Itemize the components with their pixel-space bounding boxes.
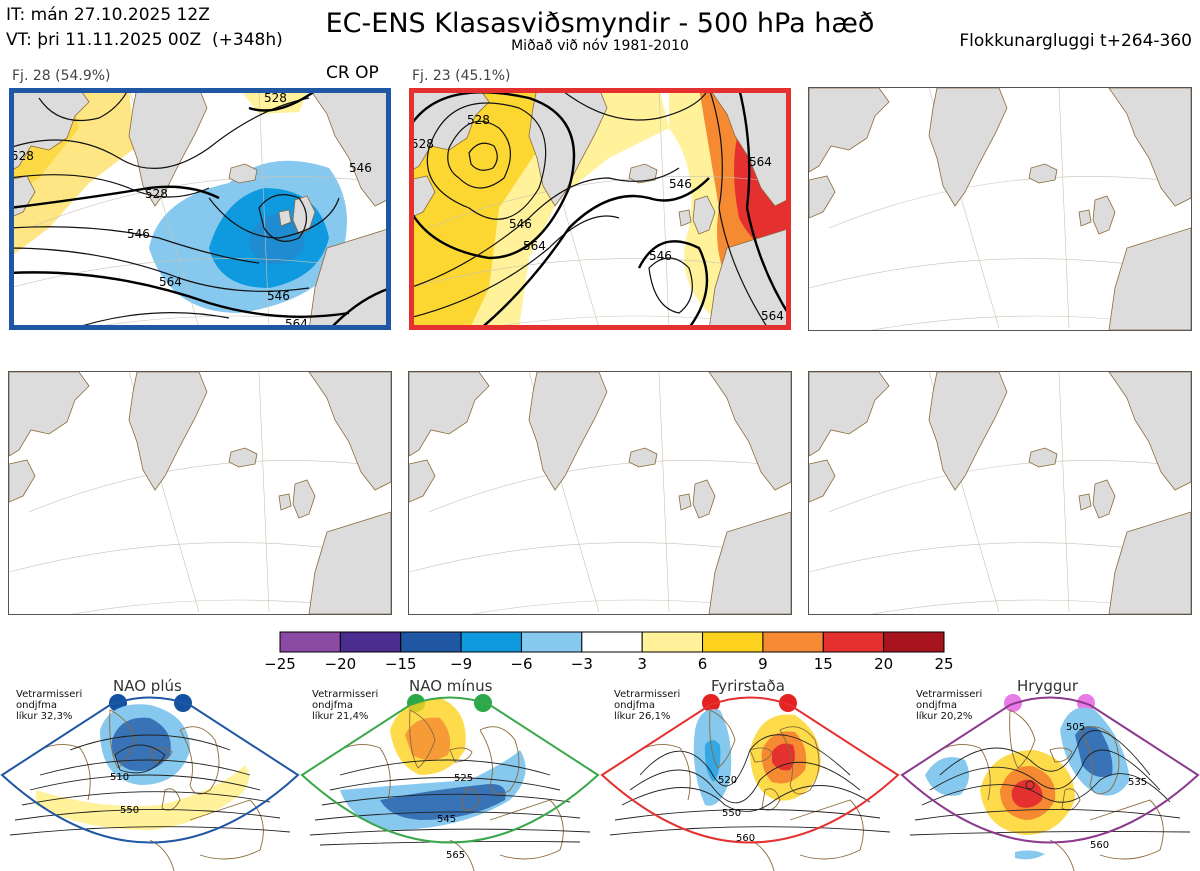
colorbar-segment (339, 631, 402, 653)
cluster-map-1-plot: 528 528 546 546 564 564 546 528 (9, 88, 391, 330)
regime-2-title: NAO mínus (409, 677, 493, 695)
contour-label: 546 (649, 249, 672, 263)
contour-label: 528 (411, 137, 434, 151)
regime-4-title: Hryggur (1017, 677, 1079, 695)
contour-label: 528 (11, 149, 34, 163)
cluster-map-5[interactable] (408, 371, 792, 615)
regime-border (0, 696, 300, 844)
regime-2-note: Vetrarmisseri ondjfma líkur 21,4% (312, 689, 379, 722)
contour-label: 564 (159, 275, 182, 289)
regime-map-1[interactable]: 510 550 (0, 690, 300, 871)
regime-1-note: Vetrarmisseri ondjfma líkur 32,3% (16, 689, 83, 722)
colorbar-tick-label: −3 (570, 655, 593, 673)
contour-label: 564 (749, 155, 772, 169)
colorbar-segment (279, 631, 341, 653)
colorbar-tick-label: −15 (384, 655, 417, 673)
window-label: Flokkunargluggi t+264-360 (959, 31, 1192, 51)
contour-label: 525 (454, 773, 473, 784)
colorbar-tick-label: 9 (758, 655, 768, 673)
colorbar-segment (641, 631, 704, 653)
colorbar-segment (883, 631, 945, 653)
contour-label: 528 (264, 91, 287, 105)
colorbar-segment (762, 631, 824, 653)
colorbar-tick-label: 25 (934, 655, 954, 673)
cluster-border (9, 88, 391, 330)
regime-border (900, 696, 1200, 844)
colorbar-tick-label: −6 (510, 655, 533, 673)
page-subtitle: Miðað við nóv 1981-2010 (511, 38, 689, 54)
colorbar (279, 631, 945, 653)
colorbar-segment (822, 631, 885, 653)
contour-label: 564 (761, 309, 784, 323)
colorbar-segment (400, 631, 462, 653)
cluster-map-6[interactable] (808, 371, 1192, 615)
contour-label: 528 (145, 187, 168, 201)
contour-label: 510 (110, 772, 129, 783)
contour-label: 546 (509, 217, 532, 231)
contour-label: 546 (127, 227, 150, 241)
contour-label: 550 (722, 808, 741, 819)
regime-3-title: Fyrirstaða (711, 677, 785, 695)
cluster-map-3-plot (809, 88, 1191, 330)
contour-label: 535 (1128, 777, 1147, 788)
valid-time: VT: þri 11.11.2025 00Z (+348h) (6, 30, 283, 50)
regime-3-note: Vetrarmisseri ondjfma líkur 26,1% (614, 689, 681, 722)
positive-anomaly-region-north (239, 88, 309, 114)
init-time: IT: mán 27.10.2025 12Z (6, 5, 210, 25)
contour-label: 564 (523, 239, 546, 253)
page-title: EC-ENS Klasasviðsmyndir - 500 hPa hæð (325, 8, 875, 39)
colorbar-segment (460, 631, 522, 653)
contour-label: 546 (349, 161, 372, 175)
colorbar-segment (520, 631, 583, 653)
cluster-border (409, 88, 791, 330)
panel-1-label: Fj. 28 (54.9%) (12, 68, 111, 84)
regime-1-title: NAO plús (113, 677, 182, 695)
cluster-map-6-plot (809, 372, 1191, 614)
colorbar-tick-label: 6 (697, 655, 708, 673)
cluster-map-3[interactable] (808, 87, 1192, 331)
cluster-map-5-plot (409, 372, 791, 614)
colorbar-tick-label: −20 (324, 655, 357, 673)
contour-label: 546 (669, 177, 692, 191)
contour-label: 546 (267, 289, 290, 303)
contour-label: 520 (718, 775, 737, 786)
regime-map-4[interactable]: 505 535 560 (900, 690, 1200, 871)
colorbar-tick-label: 20 (874, 655, 894, 673)
cluster-map-2-plot: 528 528 546 564 546 546 564 564 (409, 88, 791, 330)
regime-4-note: Vetrarmisseri ondjfma líkur 20,2% (916, 689, 983, 722)
contour-label: 528 (467, 113, 490, 127)
colorbar-segment (702, 631, 764, 653)
colorbar-tick-label: −25 (264, 655, 296, 673)
regime-border (600, 696, 900, 844)
regime-map-2[interactable]: 525 545 565 (300, 690, 600, 871)
cluster-map-1[interactable]: 528 528 546 546 564 564 546 528 (9, 88, 391, 330)
panel-1-tag: CR OP (326, 63, 379, 83)
panel-2-label: Fj. 23 (45.1%) (412, 68, 511, 84)
colorbar-tick-label: 15 (813, 655, 833, 673)
contour-label: 505 (1066, 722, 1085, 733)
colorbar-tick-label: 3 (637, 655, 647, 673)
contour-label: 565 (446, 850, 465, 861)
contour-label: 545 (437, 814, 456, 825)
cluster-map-2[interactable]: 528 528 546 564 546 546 564 564 (409, 88, 791, 330)
regime-map-3[interactable]: 520 550 560 (600, 690, 900, 871)
cluster-map-4-plot (9, 372, 391, 614)
contour-label: 560 (1090, 840, 1109, 851)
colorbar-segment (581, 631, 643, 653)
regime-border (300, 696, 600, 844)
colorbar-tick-label: −9 (450, 655, 473, 673)
contour-label: 560 (736, 833, 755, 844)
cluster-map-4[interactable] (8, 371, 392, 615)
contour-label: 550 (120, 805, 139, 816)
